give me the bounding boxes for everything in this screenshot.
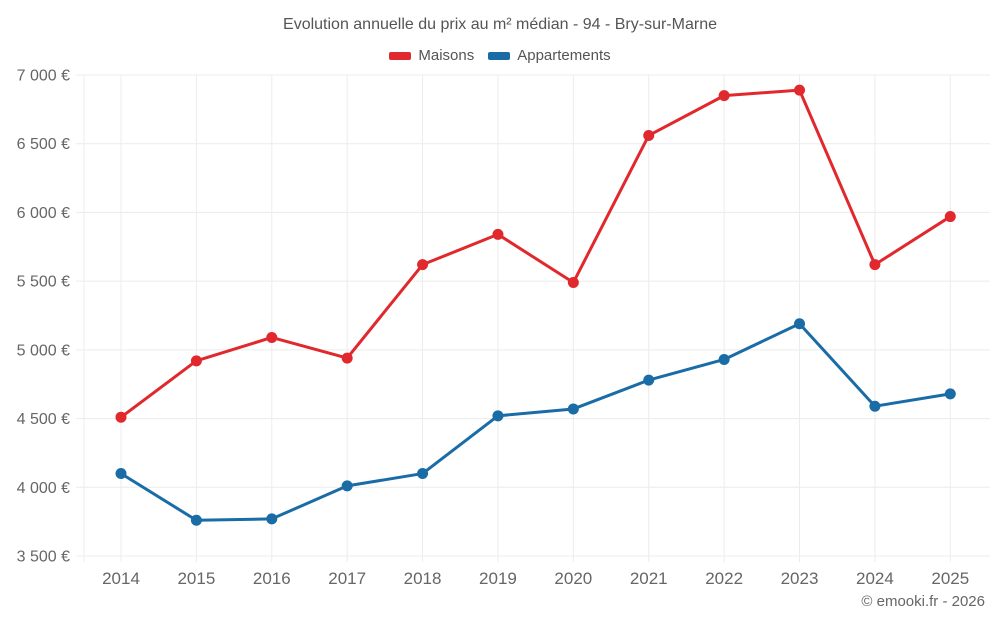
data-point-appartements-2021[interactable] <box>643 374 655 386</box>
y-tick-label: 4 000 € <box>17 480 70 497</box>
data-point-maisons-2025[interactable] <box>944 211 956 223</box>
y-tick-label: 6 000 € <box>17 205 70 222</box>
data-point-maisons-2018[interactable] <box>417 259 429 271</box>
legend-swatch-maisons-icon <box>389 51 412 60</box>
data-point-appartements-2022[interactable] <box>718 353 730 365</box>
data-point-maisons-2014[interactable] <box>115 411 127 423</box>
data-point-appartements-2020[interactable] <box>567 403 579 415</box>
x-tick-label: 2021 <box>630 569 668 588</box>
x-tick-label: 2014 <box>102 569 140 588</box>
x-tick-label: 2020 <box>554 569 592 588</box>
data-point-maisons-2016[interactable] <box>266 331 278 343</box>
data-point-appartements-2023[interactable] <box>794 318 806 330</box>
legend-label-appartements: Appartements <box>517 47 611 64</box>
x-tick-label: 2022 <box>705 569 743 588</box>
copyright-text: © emooki.fr - 2026 <box>861 593 985 610</box>
data-point-maisons-2015[interactable] <box>190 355 202 367</box>
x-tick-label: 2015 <box>177 569 215 588</box>
data-point-maisons-2021[interactable] <box>643 129 655 141</box>
chart-title: Evolution annuelle du prix au m² médian … <box>283 16 717 33</box>
data-point-appartements-2018[interactable] <box>417 468 429 480</box>
y-tick-label: 5 500 € <box>17 274 70 291</box>
data-point-maisons-2022[interactable] <box>718 90 730 102</box>
y-tick-label: 6 500 € <box>17 136 70 153</box>
x-tick-label: 2024 <box>856 569 894 588</box>
data-point-maisons-2020[interactable] <box>567 277 579 289</box>
data-point-maisons-2019[interactable] <box>492 228 504 240</box>
data-point-appartements-2014[interactable] <box>115 468 127 480</box>
data-point-appartements-2015[interactable] <box>190 514 202 526</box>
series-line-maisons <box>119 88 952 419</box>
data-point-maisons-2024[interactable] <box>869 259 881 271</box>
x-tick-label: 2025 <box>931 569 969 588</box>
x-tick-label: 2017 <box>328 569 366 588</box>
data-point-maisons-2023[interactable] <box>794 84 806 96</box>
y-tick-label: 3 500 € <box>17 549 70 566</box>
y-tick-label: 7 000 € <box>17 68 70 85</box>
x-tick-label: 2018 <box>404 569 442 588</box>
x-tick-label: 2023 <box>781 569 819 588</box>
legend-item-maisons[interactable]: Maisons <box>389 47 474 64</box>
legend-item-appartements[interactable]: Appartements <box>488 47 611 64</box>
x-tick-label: 2019 <box>479 569 517 588</box>
data-point-appartements-2017[interactable] <box>341 480 353 492</box>
chart-legend: Maisons Appartements <box>0 47 1000 64</box>
x-tick-label: 2016 <box>253 569 291 588</box>
legend-label-maisons: Maisons <box>418 47 475 64</box>
data-point-appartements-2024[interactable] <box>869 400 881 412</box>
data-point-appartements-2025[interactable] <box>944 388 956 400</box>
series-line-appartements <box>119 322 952 522</box>
y-tick-label: 5 000 € <box>17 342 70 359</box>
data-point-maisons-2017[interactable] <box>341 352 353 364</box>
data-point-appartements-2019[interactable] <box>492 410 504 422</box>
data-point-appartements-2016[interactable] <box>266 513 278 525</box>
y-tick-label: 4 500 € <box>17 411 70 428</box>
legend-swatch-appartements-icon <box>488 51 511 60</box>
